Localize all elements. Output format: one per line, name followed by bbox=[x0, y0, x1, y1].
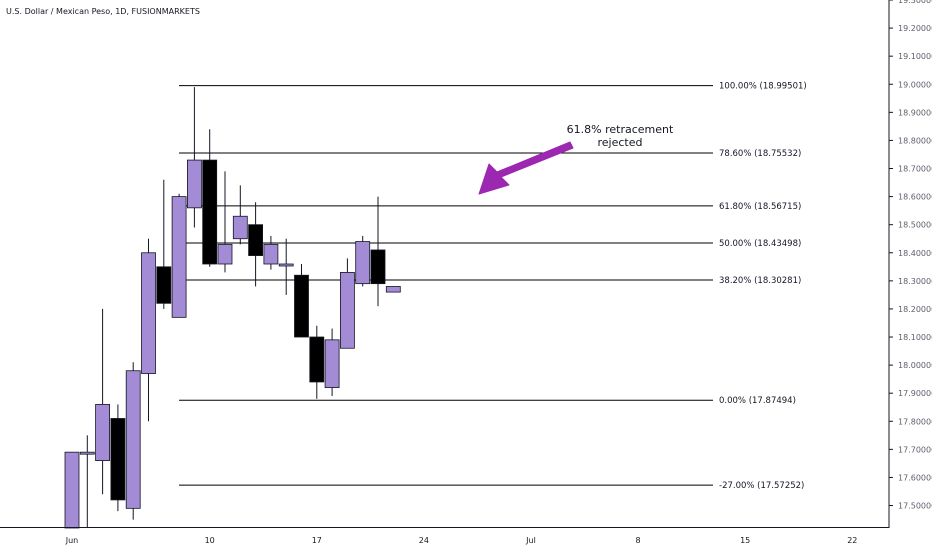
candle-up bbox=[141, 238, 156, 422]
x-tick-label: 17 bbox=[312, 536, 322, 545]
candle-up bbox=[324, 328, 340, 396]
fib-level-label: 38.20% (18.30281) bbox=[719, 276, 801, 286]
candle-down bbox=[202, 129, 218, 267]
candle-body bbox=[294, 274, 309, 338]
candle-body bbox=[141, 252, 156, 374]
candle-down bbox=[294, 264, 309, 338]
candle-up bbox=[355, 235, 371, 287]
candle-down bbox=[110, 404, 126, 512]
candle-body bbox=[79, 451, 95, 455]
candle-up bbox=[125, 362, 141, 520]
x-tick-label: 22 bbox=[847, 536, 857, 545]
y-tick-label: 19.20000 bbox=[898, 24, 932, 33]
y-tick-label: 17.90000 bbox=[898, 389, 932, 398]
y-tick-label: 18.00000 bbox=[898, 361, 932, 370]
y-tick-label: 17.60000 bbox=[898, 473, 932, 482]
y-axis: 17.50000 17.60000 17.70000 17.80000 17.90000… bbox=[888, 0, 932, 528]
candle-body bbox=[309, 336, 325, 383]
fib-level-label: -27.00% (17.57252) bbox=[719, 481, 804, 491]
y-tick-label: 18.10000 bbox=[898, 333, 932, 342]
candle-up bbox=[186, 87, 202, 228]
y-tick-label: 17.50000 bbox=[898, 502, 932, 511]
candle-body bbox=[125, 370, 141, 509]
candle-body bbox=[324, 339, 340, 388]
y-tick-label: 19.00000 bbox=[898, 80, 932, 89]
candle-body bbox=[171, 196, 187, 318]
candles bbox=[64, 87, 401, 529]
candle-down bbox=[156, 179, 172, 309]
candle-body bbox=[95, 404, 110, 461]
candle-up bbox=[171, 193, 187, 318]
y-tick-label: 18.80000 bbox=[898, 136, 932, 145]
candle-up bbox=[64, 451, 80, 529]
candle-up bbox=[79, 435, 95, 528]
y-tick-label: 19.30000 bbox=[898, 0, 932, 5]
candle-body bbox=[110, 418, 126, 501]
x-tick-label: Jun bbox=[65, 536, 79, 545]
candle-body bbox=[156, 266, 172, 304]
y-tick-label: 18.40000 bbox=[898, 249, 932, 258]
fib-level-label: 0.00% (17.87494) bbox=[719, 396, 796, 406]
y-tick-label: 18.70000 bbox=[898, 165, 932, 174]
candle-up bbox=[278, 238, 294, 295]
candle-up bbox=[232, 185, 248, 245]
candle-body bbox=[385, 286, 401, 293]
candle-up bbox=[339, 258, 355, 349]
y-tick-label: 18.60000 bbox=[898, 193, 932, 202]
candle-body bbox=[186, 159, 202, 209]
y-tick-label: 18.50000 bbox=[898, 221, 932, 230]
fib-level-label: 100.00% (18.99501) bbox=[719, 82, 807, 92]
fib-level-label: 61.80% (18.56715) bbox=[719, 202, 801, 212]
candle-body bbox=[263, 243, 279, 265]
annotation-text: 61.8% retracement bbox=[567, 123, 674, 136]
chart-title: U.S. Dollar / Mexican Peso, 1D, FUSIONMA… bbox=[6, 7, 200, 16]
candle-body bbox=[202, 159, 218, 265]
candle-down bbox=[248, 202, 264, 287]
x-tick-label: 10 bbox=[205, 536, 215, 545]
x-tick-label: 8 bbox=[636, 536, 641, 545]
candle-up bbox=[217, 171, 233, 273]
candle-body bbox=[278, 263, 294, 267]
x-tick-label: 15 bbox=[740, 536, 750, 545]
y-tick-label: 18.90000 bbox=[898, 108, 932, 117]
candle-up bbox=[385, 286, 401, 293]
y-tick-label: 17.80000 bbox=[898, 417, 932, 426]
candle-up bbox=[263, 235, 279, 270]
candle-body bbox=[339, 272, 355, 349]
candle-body bbox=[232, 215, 248, 240]
candle-body bbox=[64, 451, 80, 529]
y-tick-label: 17.70000 bbox=[898, 445, 932, 454]
fib-levels: 100.00% (18.99501) 78.60% (18.75532) 61.80… bbox=[179, 82, 807, 491]
y-tick-label: 19.10000 bbox=[898, 52, 932, 61]
annotation-text: rejected bbox=[598, 136, 643, 149]
candle-body bbox=[370, 249, 386, 285]
candle-body bbox=[248, 224, 264, 256]
candle-down bbox=[309, 325, 325, 399]
fib-level-label: 50.00% (18.43498) bbox=[719, 239, 801, 249]
y-tick-label: 18.30000 bbox=[898, 277, 932, 286]
y-tick-label: 18.20000 bbox=[898, 305, 932, 314]
candle-up bbox=[95, 308, 110, 495]
x-tick-label: 24 bbox=[419, 536, 429, 545]
x-tick-label: Jul bbox=[525, 536, 536, 545]
candle-body bbox=[217, 243, 233, 265]
fib-level-label: 78.60% (18.75532) bbox=[719, 149, 801, 159]
x-axis: Jun 10 17 24 Jul 8 15 22 bbox=[0, 527, 889, 545]
annotation-arrow bbox=[478, 141, 574, 195]
candle-down bbox=[370, 196, 386, 307]
candle-body bbox=[355, 241, 371, 285]
